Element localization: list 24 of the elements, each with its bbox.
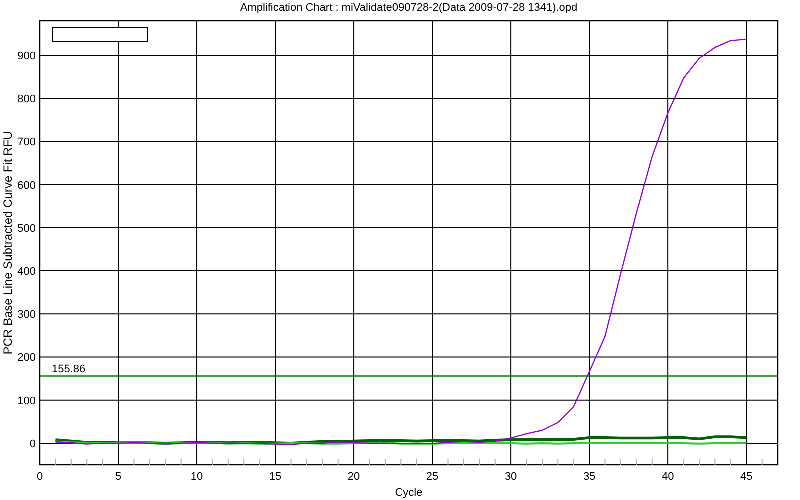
- x-axis-title: Cycle: [395, 487, 423, 499]
- x-tick-label: 10: [190, 471, 204, 483]
- x-tick-label: 35: [583, 471, 596, 483]
- y-axis-title: PCR Base Line Subtracted Curve Fit RFU: [1, 131, 15, 355]
- y-tick-label: 600: [18, 180, 36, 192]
- x-tick-label: 15: [269, 471, 282, 483]
- y-tick-label: 800: [18, 94, 36, 106]
- x-tick-label: 0: [36, 471, 44, 483]
- y-tick-label: 200: [18, 352, 36, 364]
- y-tick-label: 700: [18, 136, 36, 149]
- y-tick-label: 900: [18, 50, 36, 62]
- ref-line-label: 155.86: [52, 363, 86, 376]
- chart-title: Amplification Chart : miValidate090728-2(Data 2009-07-28 1341).opd: [240, 2, 578, 14]
- y-tick-label: 0: [30, 438, 36, 450]
- x-tick-label: 30: [504, 471, 518, 483]
- x-tick-label: 45: [740, 471, 753, 483]
- y-tick-label: 300: [18, 309, 36, 322]
- y-tick-label: 500: [18, 222, 36, 235]
- x-tick-label: 5: [115, 471, 122, 483]
- y-tick-label: 400: [18, 266, 36, 278]
- x-tick-label: 20: [348, 471, 360, 483]
- x-tick-label: 40: [662, 471, 674, 483]
- x-tick-label: 25: [426, 471, 439, 483]
- y-tick-label: 100: [18, 395, 36, 408]
